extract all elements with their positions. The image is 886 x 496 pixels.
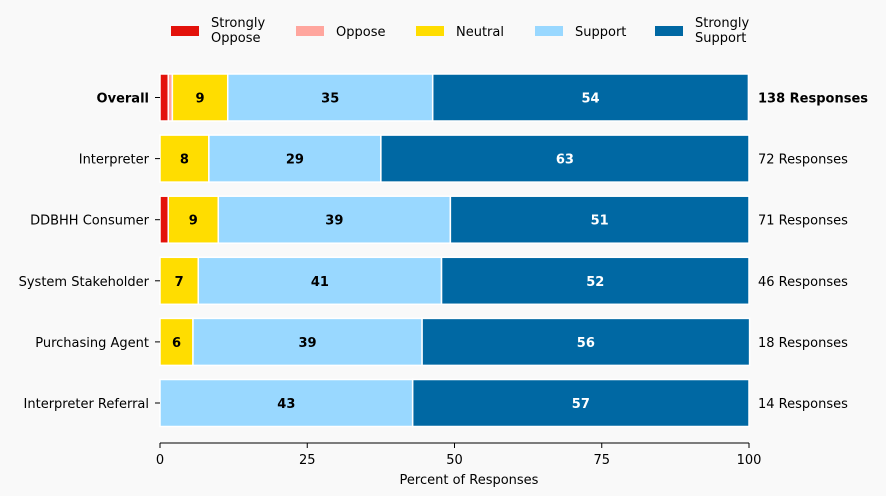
response-count-labels: 138 Responses 72 Responses 71 Responses 46 … (758, 92, 868, 413)
bar-value-label: 9 (189, 214, 198, 229)
x-tick-label: 100 (737, 453, 762, 468)
legend: Strongly Oppose Oppose Neutral Support Strong… (171, 16, 749, 46)
bar-value-label: 39 (325, 214, 343, 229)
category-label: DDBHH Consumer (30, 214, 150, 229)
x-tick-label: 0 (156, 453, 164, 468)
bar-segment-strongly-oppose (159, 73, 169, 122)
x-axis-title: Percent of Responses (400, 473, 539, 488)
legend-label: Neutral (456, 25, 504, 40)
category-label: Interpreter (79, 153, 150, 168)
bar-segment-support (208, 134, 382, 183)
category-label: System Stakeholder (19, 275, 150, 290)
category-label: Interpreter Referral (24, 397, 149, 412)
legend-item-strongly-support: Strongly Support (655, 16, 749, 46)
bar-segment-support (226, 73, 434, 122)
bar-segment-support (217, 195, 452, 244)
legend-label: Support (575, 25, 626, 40)
bar-value-label: 9 (196, 92, 205, 107)
bar-value-label: 54 (582, 92, 600, 107)
bar-value-label: 7 (175, 275, 184, 290)
legend-label: Oppose (336, 25, 385, 40)
bar-row-interpreter-referral: 43 57 (159, 378, 750, 428)
response-count-label: 46 Responses (758, 275, 848, 290)
legend-label: Strongly Oppose (211, 16, 265, 46)
bar-segment-support (192, 317, 423, 367)
bar-value-label: 29 (286, 153, 304, 168)
legend-swatch (171, 26, 199, 36)
bar-segment-strongly-support (449, 195, 750, 244)
bar-segment-strongly-support (440, 256, 750, 306)
bar-value-label: 52 (586, 275, 604, 290)
bar-value-label: 51 (591, 214, 609, 229)
legend-item-oppose: Oppose (296, 25, 385, 40)
bar-value-label: 56 (577, 336, 595, 351)
bar-segment-neutral (159, 317, 194, 367)
legend-swatch (416, 26, 444, 36)
bar-value-label: 6 (172, 336, 181, 351)
x-tick-label: 25 (299, 453, 316, 468)
bar-segment-strongly-support (421, 317, 751, 367)
x-axis: 0 25 50 75 100 (156, 442, 762, 468)
bar-row-purchasing-agent: 6 39 56 (159, 317, 751, 367)
bar-value-label: 43 (277, 397, 295, 412)
category-label: Overall (97, 92, 149, 107)
bar-segment-strongly-support (380, 134, 750, 183)
bar-value-label: 63 (556, 153, 574, 168)
bar-value-label: 41 (311, 275, 329, 290)
bar-value-label: 57 (572, 397, 590, 412)
category-labels: Overall Interpreter DDBHH Consumer System S… (19, 92, 160, 412)
legend-item-neutral: Neutral (416, 25, 504, 40)
response-count-label: 71 Responses (758, 214, 848, 229)
category-label: Purchasing Agent (35, 336, 149, 351)
legend-label: Strongly Support (695, 16, 749, 46)
legend-swatch (535, 26, 563, 36)
bar-value-label: 39 (298, 336, 316, 351)
legend-item-support: Support (535, 25, 626, 40)
bar-value-label: 8 (180, 153, 189, 168)
response-count-label: 72 Responses (758, 153, 848, 168)
bar-segment-strongly-support (431, 73, 750, 122)
bar-row-system-stakeholder: 7 41 52 (159, 256, 750, 306)
response-count-label: 14 Responses (758, 397, 848, 412)
bar-segment-strongly-support (411, 378, 750, 428)
legend-swatch (655, 26, 683, 36)
x-tick-label: 75 (593, 453, 610, 468)
bar-segment-neutral (159, 256, 200, 306)
bar-value-label: 35 (321, 92, 339, 107)
bar-row-ddbhh-consumer: 9 39 51 (159, 195, 750, 244)
response-count-label: 138 Responses (758, 92, 868, 107)
legend-swatch (296, 26, 324, 36)
legend-item-strongly-oppose: Strongly Oppose (171, 16, 265, 46)
bar-row-interpreter: 8 29 63 (159, 134, 750, 183)
bar-segment-neutral (167, 195, 220, 244)
response-count-label: 18 Responses (758, 336, 848, 351)
bar-segment-strongly-oppose (159, 195, 169, 244)
bar-row-overall: 9 35 54 (159, 73, 750, 122)
bar-segment-support (197, 256, 443, 306)
x-tick-label: 50 (446, 453, 463, 468)
